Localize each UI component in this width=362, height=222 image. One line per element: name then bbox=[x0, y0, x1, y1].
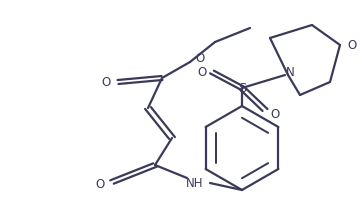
Text: O: O bbox=[101, 75, 111, 89]
Text: N: N bbox=[286, 67, 294, 79]
Text: O: O bbox=[197, 65, 207, 79]
Text: O: O bbox=[348, 38, 357, 52]
Text: S: S bbox=[238, 81, 246, 95]
Text: O: O bbox=[95, 178, 105, 190]
Text: O: O bbox=[195, 52, 205, 65]
Text: NH: NH bbox=[186, 176, 204, 190]
Text: O: O bbox=[270, 107, 279, 121]
